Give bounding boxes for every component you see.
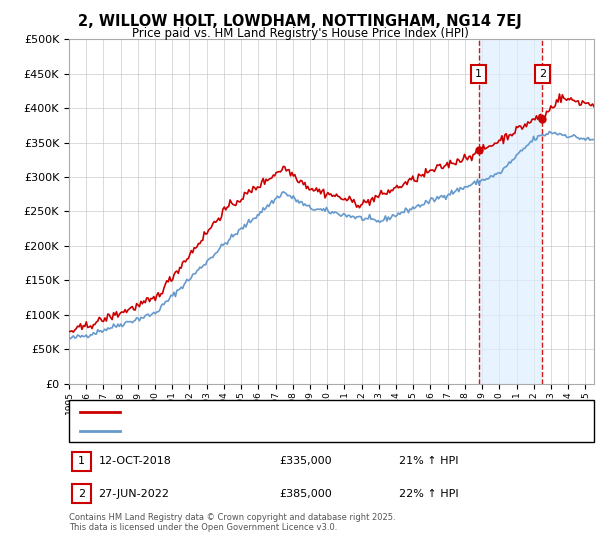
Bar <box>479 39 542 384</box>
Text: 2: 2 <box>539 69 546 78</box>
Text: HPI: Average price, detached house, Newark and Sherwood: HPI: Average price, detached house, Newa… <box>124 426 415 436</box>
Text: £385,000: £385,000 <box>279 489 332 499</box>
Text: 1: 1 <box>78 456 85 466</box>
Text: 22% ↑ HPI: 22% ↑ HPI <box>399 489 458 499</box>
Text: 2, WILLOW HOLT, LOWDHAM, NOTTINGHAM, NG14 7EJ (detached house): 2, WILLOW HOLT, LOWDHAM, NOTTINGHAM, NG1… <box>124 407 478 417</box>
Text: 21% ↑ HPI: 21% ↑ HPI <box>399 456 458 466</box>
Text: 1: 1 <box>475 69 482 78</box>
Text: £335,000: £335,000 <box>279 456 332 466</box>
Text: 2: 2 <box>78 489 85 499</box>
Text: 2, WILLOW HOLT, LOWDHAM, NOTTINGHAM, NG14 7EJ: 2, WILLOW HOLT, LOWDHAM, NOTTINGHAM, NG1… <box>78 14 522 29</box>
Text: Price paid vs. HM Land Registry's House Price Index (HPI): Price paid vs. HM Land Registry's House … <box>131 27 469 40</box>
Text: Contains HM Land Registry data © Crown copyright and database right 2025.
This d: Contains HM Land Registry data © Crown c… <box>69 513 395 533</box>
Text: 12-OCT-2018: 12-OCT-2018 <box>98 456 171 466</box>
Text: 27-JUN-2022: 27-JUN-2022 <box>98 489 169 499</box>
